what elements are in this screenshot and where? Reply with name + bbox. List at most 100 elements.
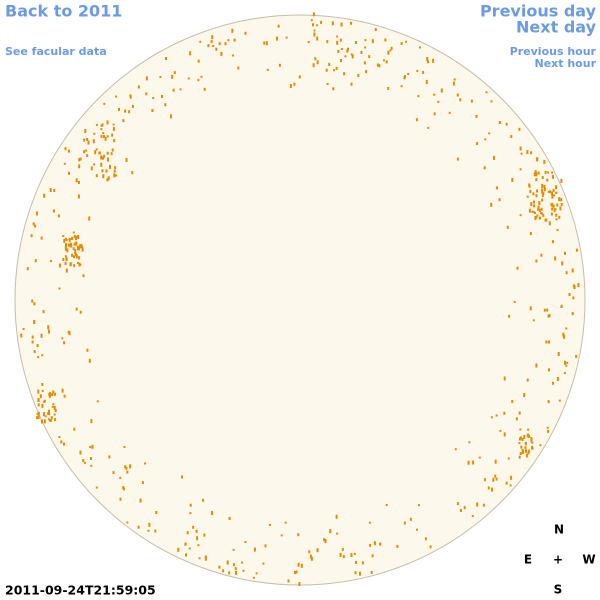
facula [557, 352, 560, 356]
facula [100, 134, 103, 138]
facula [197, 79, 200, 82]
facula [77, 256, 80, 260]
facula [490, 100, 493, 103]
previous-day-link[interactable]: Previous day [480, 2, 597, 21]
facula [385, 504, 388, 506]
facula [64, 246, 67, 251]
facula [75, 307, 78, 311]
facula [312, 23, 314, 27]
facula [189, 51, 192, 56]
facula [336, 40, 339, 45]
facula [385, 60, 388, 64]
facula [61, 388, 64, 393]
facula [95, 123, 98, 126]
compass-north: N [554, 523, 564, 537]
facula [63, 394, 66, 398]
facula [126, 470, 129, 474]
facula [359, 571, 361, 576]
facula [524, 449, 527, 453]
facula [298, 582, 301, 586]
facula [101, 169, 104, 173]
facula [36, 412, 39, 415]
facula [556, 203, 559, 207]
facula [526, 378, 529, 382]
next-hour-link[interactable]: Next hour [535, 57, 597, 70]
facula [528, 449, 531, 453]
facula [526, 195, 529, 198]
facula [403, 76, 406, 80]
facula [547, 190, 550, 193]
facula [533, 204, 535, 208]
facula [383, 59, 385, 62]
facula [233, 563, 235, 567]
facula [215, 47, 218, 51]
facula [79, 157, 82, 161]
facula [90, 419, 93, 424]
facula [491, 487, 493, 492]
facula [129, 95, 132, 99]
facula [537, 205, 540, 210]
facula [535, 194, 538, 198]
facula [233, 38, 236, 42]
facula [541, 191, 544, 194]
facula [328, 62, 331, 66]
facula [538, 216, 541, 220]
facula [61, 337, 64, 340]
facula [65, 268, 68, 273]
facula [548, 368, 550, 372]
facula [357, 73, 360, 77]
facula [228, 517, 231, 520]
facula [310, 556, 313, 561]
facula [202, 498, 205, 502]
next-day-link[interactable]: Next day [516, 18, 597, 37]
facula [189, 512, 192, 515]
facula [520, 445, 523, 449]
facula [94, 150, 97, 155]
facula [204, 555, 207, 559]
facula [95, 148, 98, 151]
previous-hour-link[interactable]: Previous hour [510, 45, 597, 58]
facula [122, 119, 125, 123]
compass-center: + [553, 553, 563, 567]
facula [114, 166, 117, 170]
facula [195, 529, 198, 533]
back-link[interactable]: Back to 2011 [5, 2, 122, 21]
facula [152, 97, 155, 100]
facula [527, 428, 530, 431]
facula [41, 354, 44, 357]
facula [101, 123, 104, 127]
facula [494, 474, 497, 478]
facula [552, 188, 555, 192]
facula [47, 418, 50, 421]
facula [560, 304, 563, 307]
facula [96, 400, 99, 403]
facula [48, 412, 51, 416]
facula [495, 186, 498, 190]
facula [563, 372, 566, 375]
facula [548, 221, 551, 226]
facula [520, 152, 523, 155]
facula [564, 360, 566, 365]
facula [323, 538, 326, 542]
facula [73, 427, 76, 431]
facula [448, 111, 451, 114]
facula [379, 542, 382, 546]
facula [54, 409, 57, 412]
facular-link[interactable]: See facular data [5, 45, 107, 58]
facula [147, 529, 150, 532]
facula [333, 69, 335, 72]
facula [365, 70, 368, 74]
facula [342, 555, 345, 559]
facula [526, 434, 529, 438]
facula [351, 54, 354, 59]
facula [518, 442, 521, 445]
facula [459, 509, 462, 512]
facula [53, 406, 56, 410]
facula [244, 541, 247, 543]
facula [86, 137, 89, 141]
facula [63, 238, 66, 243]
facula [128, 110, 131, 114]
facula [300, 563, 303, 568]
facula [454, 448, 457, 451]
facula [81, 247, 84, 252]
